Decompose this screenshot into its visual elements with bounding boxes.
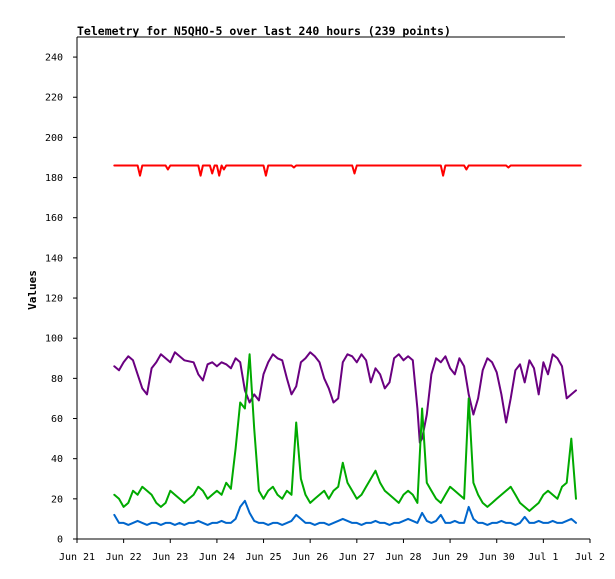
y-tick-label: 180 [45, 173, 63, 184]
y-tick-label: 0 [57, 535, 63, 546]
y-tick-label: 40 [51, 454, 63, 465]
series-line-2 [113, 351, 577, 444]
x-tick-label: Jun 24 [199, 552, 235, 563]
x-tick-label: Jun 22 [106, 552, 142, 563]
x-tick-label: Jun 30 [479, 552, 515, 563]
series-line-1 [113, 164, 582, 177]
y-tick-label: 140 [45, 253, 63, 264]
y-tick-label: 120 [45, 294, 63, 305]
y-tick-label: 20 [51, 494, 63, 505]
y-tick-label: 240 [45, 53, 63, 64]
y-tick-label: 60 [51, 414, 63, 425]
x-tick-label: Jul 2 [575, 552, 605, 563]
y-tick-label: 200 [45, 133, 63, 144]
x-tick-label: Jun 29 [432, 552, 468, 563]
y-tick-label: 220 [45, 93, 63, 104]
series-line-3 [113, 353, 577, 512]
x-tick-label: Jun 25 [245, 552, 281, 563]
y-axis-label: Values [26, 270, 39, 310]
chart-title: Telemetry for N5QHO-5 over last 240 hour… [77, 24, 451, 38]
y-tick-label: 100 [45, 334, 63, 345]
x-tick-label: Jun 23 [152, 552, 188, 563]
y-tick-label: 160 [45, 213, 63, 224]
x-tick-label: Jun 28 [385, 552, 421, 563]
x-tick-label: Jun 21 [59, 552, 95, 563]
y-tick-label: 80 [51, 374, 63, 385]
x-tick-label: Jun 26 [292, 552, 328, 563]
series-line-4 [113, 499, 577, 526]
plot-area: 0 20 40 60 80 100 120 140 160 180 200 220 240 Jun 21 J… [45, 37, 605, 563]
x-tick-label: Jul 1 [528, 552, 558, 563]
x-tick-label: Jun 27 [339, 552, 375, 563]
